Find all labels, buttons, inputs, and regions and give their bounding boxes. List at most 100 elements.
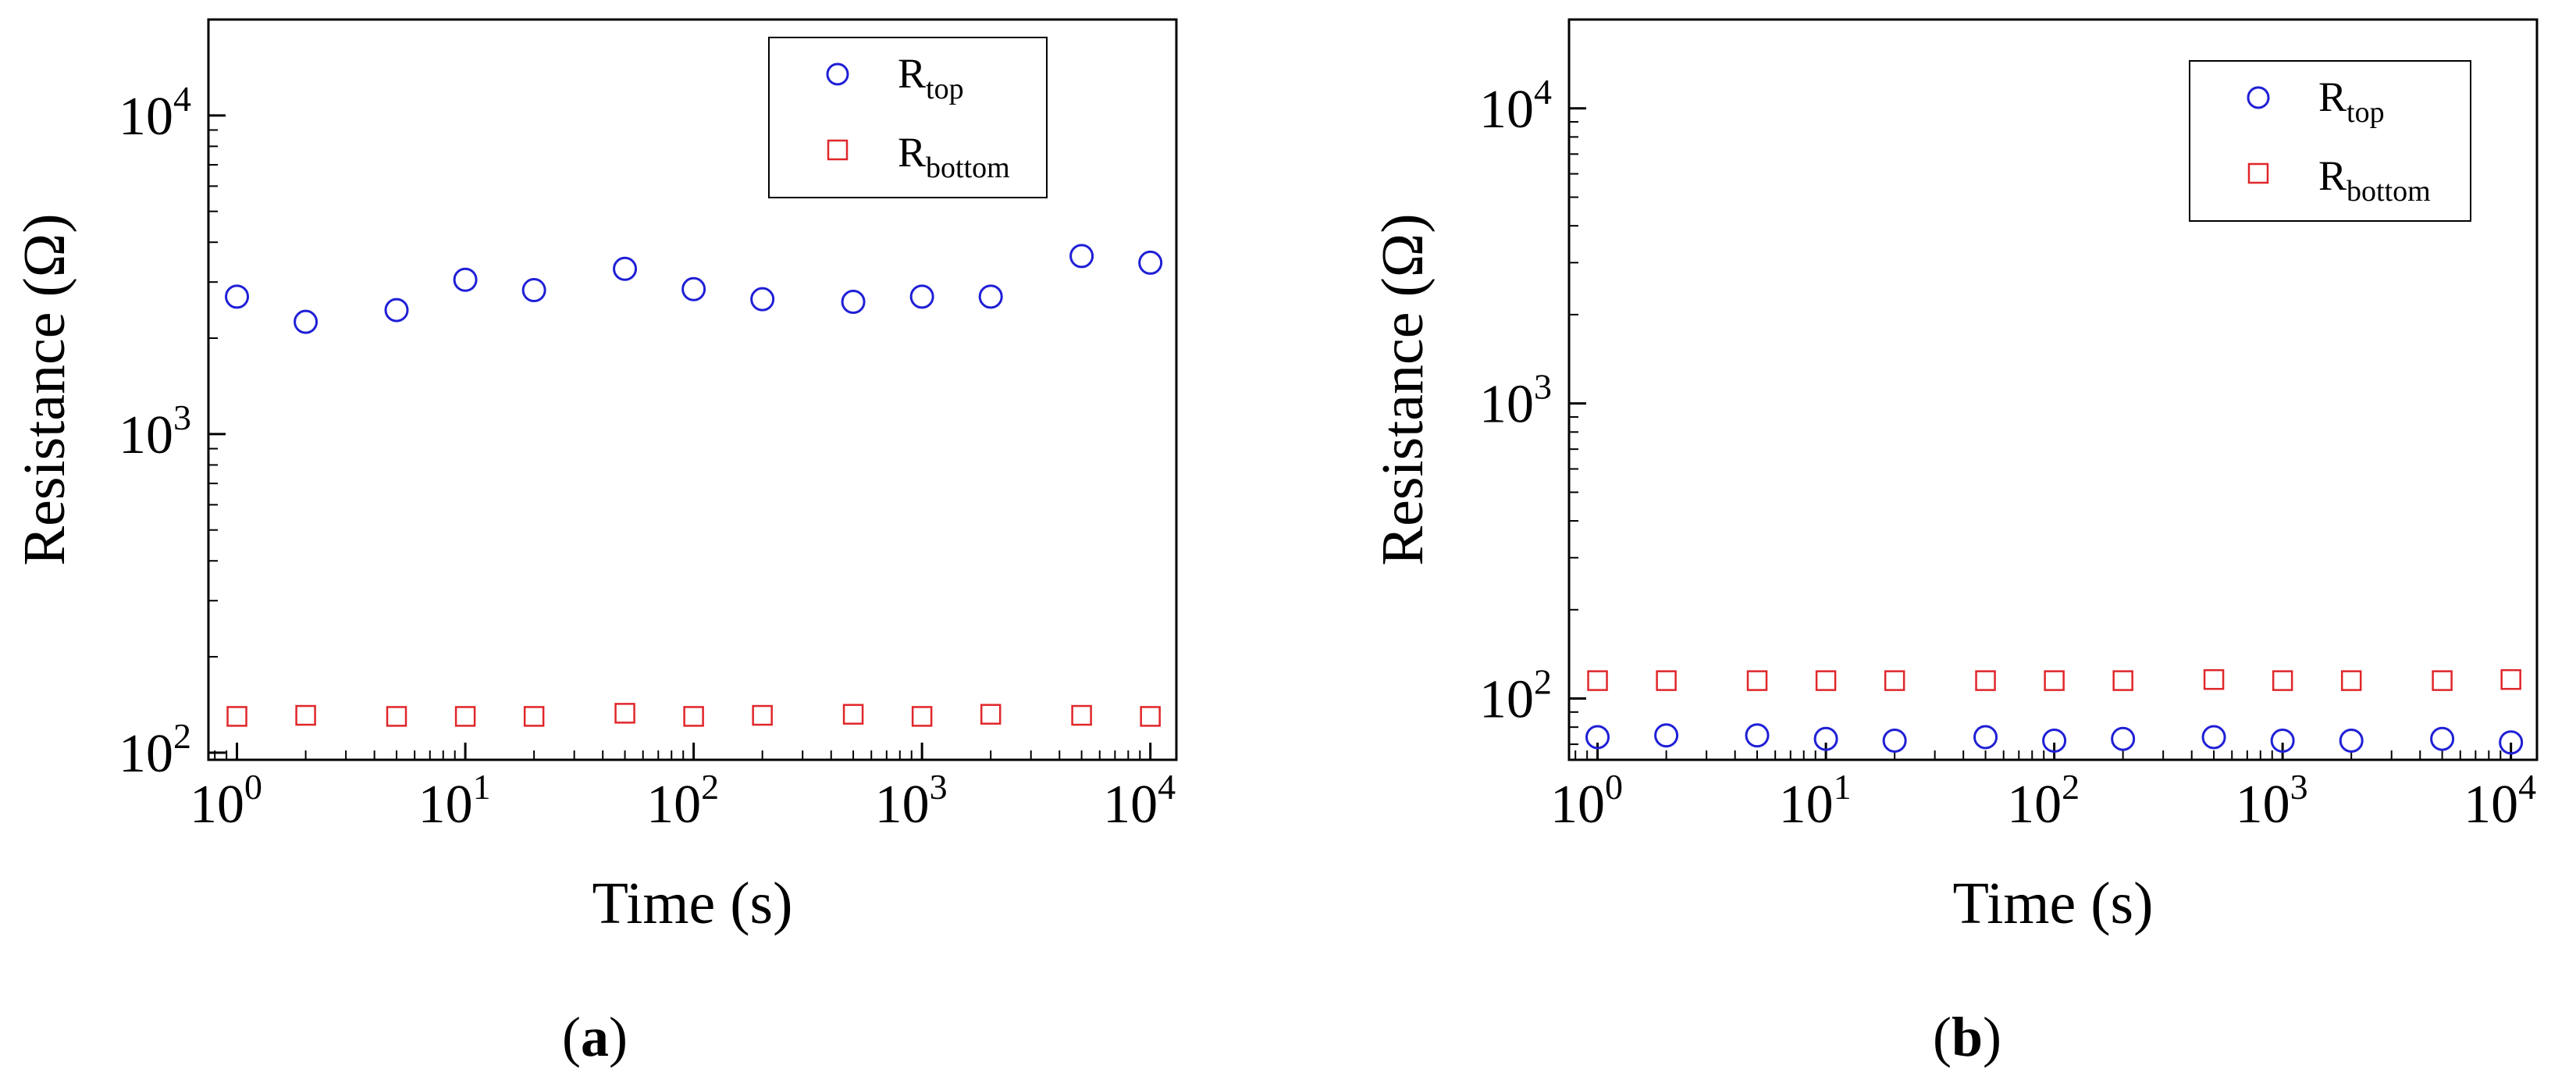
data-point-top — [2499, 730, 2524, 755]
data-point-bottom — [683, 706, 704, 727]
y-axis-title: Resistance (Ω) — [12, 213, 77, 565]
panel-b: 100 101 102 103 104 102 103 104 Time (s) Resis… — [1370, 18, 2539, 1068]
y-tick-label: 104 — [119, 79, 191, 147]
legend-top-marker — [826, 62, 849, 86]
data-point-top — [841, 290, 866, 315]
x-tick-label: 101 — [418, 767, 491, 835]
data-point-bottom — [2044, 670, 2065, 691]
data-point-bottom — [2500, 668, 2521, 690]
y-tick-label: 103 — [1479, 367, 1552, 435]
data-point-bottom — [1815, 670, 1837, 691]
data-point-bottom — [386, 706, 407, 727]
y-tick-labels: 102 103 104 — [119, 79, 191, 784]
data-point-bottom — [911, 706, 933, 727]
data-point-top — [750, 287, 775, 312]
x-tick-label: 100 — [1550, 767, 1623, 835]
data-point-top — [2430, 726, 2455, 751]
data-point-bottom — [1884, 670, 1905, 691]
legend-top-subscript: top — [2347, 96, 2385, 129]
data-point-bottom — [295, 704, 316, 726]
data-point-top — [1813, 726, 1838, 751]
data-point-bottom — [1746, 670, 1768, 691]
data-point-top — [2042, 728, 2067, 753]
data-point-top — [521, 278, 546, 303]
y-tick-labels: 102 103 104 — [1479, 72, 1552, 730]
data-point-bottom — [2112, 670, 2133, 691]
legend-bottom-marker — [827, 139, 849, 161]
x-tick-label: 101 — [1779, 767, 1852, 835]
data-point-bottom — [1140, 706, 1161, 727]
data-point-bottom — [523, 706, 545, 727]
legend-box — [768, 37, 1048, 198]
data-point-top — [2270, 728, 2295, 753]
data-point-top — [2201, 725, 2226, 750]
x-axis-title: Time (s) — [1953, 871, 2154, 936]
plot-frame — [1567, 18, 2539, 761]
data-point-top — [1585, 725, 1610, 750]
legend-top-marker — [2247, 86, 2270, 109]
data-point-bottom — [1656, 670, 1677, 691]
x-tick-label: 103 — [875, 767, 948, 835]
series-markers — [1585, 668, 2524, 755]
legend-top-symbol: R — [898, 50, 926, 97]
data-point-top — [1654, 723, 1679, 748]
legend-box — [2189, 60, 2471, 222]
data-point-top — [294, 309, 318, 334]
data-point-bottom — [1587, 670, 1608, 691]
y-tick-label: 103 — [119, 397, 191, 465]
data-point-bottom — [1975, 670, 1996, 691]
x-tick-label: 102 — [2007, 767, 2080, 835]
data-point-top — [681, 276, 706, 301]
series-markers — [225, 244, 1163, 727]
x-tick-labels: 100 101 102 103 104 — [1550, 767, 2536, 835]
data-point-bottom — [980, 704, 1002, 725]
x-ticks — [214, 743, 1152, 760]
data-point-bottom — [614, 703, 635, 724]
x-tick-label: 104 — [1103, 767, 1176, 835]
y-ticks — [208, 19, 226, 754]
legend-bottom-subscript: bottom — [926, 151, 1010, 184]
legend-top-subscript: top — [926, 73, 964, 105]
data-point-top — [909, 284, 934, 309]
legend: Rtop Rbottom — [768, 37, 1048, 198]
legend-top-label: Rtop — [2318, 73, 2385, 129]
x-tick-label: 100 — [190, 767, 262, 835]
data-point-top — [1973, 725, 1998, 750]
legend-top-label: Rtop — [898, 50, 964, 105]
data-point-bottom — [1071, 704, 1092, 726]
data-point-bottom — [842, 704, 864, 725]
legend-bottom-symbol: R — [898, 129, 926, 176]
x-tick-label: 104 — [2464, 767, 2536, 835]
y-ticks — [1569, 19, 1586, 746]
x-tick-label: 103 — [2236, 767, 2308, 835]
data-point-top — [1745, 723, 1770, 748]
panel-a: 100 101 102 103 104 102 103 104 Time (s) Resis… — [12, 18, 1178, 1068]
panel-label-a: (a) — [562, 1006, 628, 1068]
data-point-top — [2111, 726, 2136, 751]
panel-label-b: (b) — [1933, 1006, 2001, 1068]
data-point-top — [1882, 728, 1907, 753]
legend-bottom-label: Rbottom — [2318, 152, 2431, 208]
x-axis-title: Time (s) — [592, 871, 793, 936]
data-point-top — [613, 256, 638, 281]
data-point-bottom — [2203, 668, 2225, 690]
legend-bottom-marker — [2247, 162, 2269, 184]
data-point-bottom — [2340, 670, 2362, 691]
x-ticks — [1574, 743, 2513, 760]
data-point-top — [453, 267, 478, 292]
data-point-bottom — [752, 704, 773, 726]
data-point-top — [2339, 728, 2364, 753]
data-point-bottom — [2432, 670, 2453, 691]
legend-bottom-subscript: bottom — [2347, 175, 2431, 208]
data-point-top — [978, 284, 1003, 309]
data-point-bottom — [454, 706, 476, 727]
y-tick-label: 104 — [1479, 72, 1552, 140]
data-point-bottom — [226, 706, 247, 727]
legend-bottom-label: Rbottom — [898, 129, 1010, 184]
data-point-top — [384, 298, 409, 323]
y-tick-label: 102 — [1479, 662, 1552, 730]
y-axis-title: Resistance (Ω) — [1370, 213, 1436, 565]
legend-top-symbol: R — [2318, 73, 2347, 120]
x-tick-label: 102 — [646, 767, 719, 835]
